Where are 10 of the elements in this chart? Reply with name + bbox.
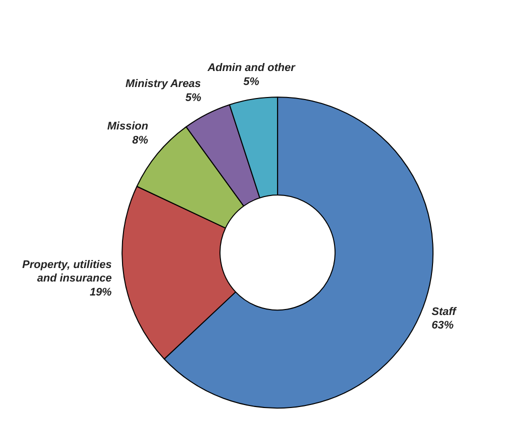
data-label: 5% xyxy=(243,76,260,88)
data-label: 8% xyxy=(132,134,148,146)
slice-label: Property, utilities and insurance xyxy=(22,258,112,285)
slice-label: Staff xyxy=(432,306,458,318)
data-label: 5% xyxy=(185,92,202,104)
data-label: 19% xyxy=(90,286,112,298)
data-label: 63% xyxy=(432,320,454,332)
slice-label: Ministry Areas xyxy=(126,78,201,90)
slice-label: Admin and other xyxy=(206,62,296,74)
slice-label: Mission xyxy=(107,120,148,132)
